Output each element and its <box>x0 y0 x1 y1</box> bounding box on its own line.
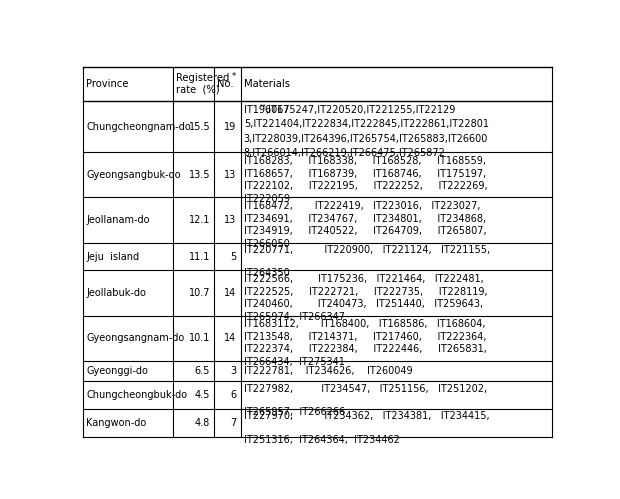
Text: IT222781,    IT234626,    IT260049: IT222781, IT234626, IT260049 <box>244 366 412 376</box>
Text: Jeju  island: Jeju island <box>86 251 140 261</box>
Text: IT196067: IT196067 <box>244 105 290 115</box>
Text: Gyeonggi-do: Gyeonggi-do <box>86 366 148 376</box>
Text: Jeollanam-do: Jeollanam-do <box>86 215 149 225</box>
Text: **: ** <box>260 103 266 109</box>
Text: IT227970,          IT234362,   IT234381,   IT234415,: IT227970, IT234362, IT234381, IT234415, <box>244 412 489 422</box>
Text: ,IT175247,IT220520,IT221255,IT22129: ,IT175247,IT220520,IT221255,IT22129 <box>265 105 456 115</box>
Text: Kangwon-do: Kangwon-do <box>86 418 146 428</box>
Text: IT234919,     IT240522,     IT264709,     IT265807,: IT234919, IT240522, IT264709, IT265807, <box>244 227 486 237</box>
Text: 14: 14 <box>224 288 237 298</box>
Text: Chungcheongnam-do: Chungcheongnam-do <box>86 121 191 132</box>
Text: IT227982,         IT234547,   IT251156,   IT251202,: IT227982, IT234547, IT251156, IT251202, <box>244 384 487 394</box>
Text: No.: No. <box>218 79 234 89</box>
Text: 13.5: 13.5 <box>188 170 210 180</box>
Text: IT266434,  IT275341: IT266434, IT275341 <box>244 357 345 367</box>
Text: 6: 6 <box>231 390 237 400</box>
Text: 14: 14 <box>224 333 237 343</box>
Text: 5,IT221404,IT222834,IT222845,IT222861,IT22801: 5,IT221404,IT222834,IT222845,IT222861,IT… <box>244 119 489 129</box>
Text: IT1683112,       IT168400,   IT168586,   IT168604,: IT1683112, IT168400, IT168586, IT168604, <box>244 319 485 329</box>
Text: 7: 7 <box>230 418 237 428</box>
Text: IT220771,          IT220900,   IT221124,   IT221155,: IT220771, IT220900, IT221124, IT221155, <box>244 245 490 255</box>
Text: 12.1: 12.1 <box>188 215 210 225</box>
Text: 4.8: 4.8 <box>195 418 210 428</box>
Text: IT222059: IT222059 <box>244 194 290 204</box>
Text: 11.1: 11.1 <box>188 251 210 261</box>
Text: IT222525,     IT222721,     IT222735,     IT228119,: IT222525, IT222721, IT222735, IT228119, <box>244 287 487 297</box>
Text: IT265957,  IT266266: IT265957, IT266266 <box>244 407 345 417</box>
Text: IT264350: IT264350 <box>244 268 290 278</box>
Text: IT251316,  IT264364,  IT234462: IT251316, IT264364, IT234462 <box>244 435 400 445</box>
Text: IT168657,     IT168739,     IT168746,     IT175197,: IT168657, IT168739, IT168746, IT175197, <box>244 169 486 179</box>
Text: 5: 5 <box>230 251 237 261</box>
Text: Province: Province <box>86 79 128 89</box>
Text: IT240460,        IT240473,   IT251440,   IT259643,: IT240460, IT240473, IT251440, IT259643, <box>244 299 483 309</box>
Text: IT222374,     IT222384,     IT222446,     IT265831,: IT222374, IT222384, IT222446, IT265831, <box>244 344 487 354</box>
Text: IT213548,     IT214371,     IT217460,     IT222364,: IT213548, IT214371, IT217460, IT222364, <box>244 332 486 342</box>
Text: 10.1: 10.1 <box>188 333 210 343</box>
Text: 15.5: 15.5 <box>188 121 210 132</box>
Text: IT168472,       IT222419,   IT223016,   IT223027,: IT168472, IT222419, IT223016, IT223027, <box>244 201 480 211</box>
Text: 3,IT228039,IT264396,IT265754,IT265883,IT26600: 3,IT228039,IT264396,IT265754,IT265883,IT… <box>244 134 488 144</box>
Text: IT265974,  IT266347: IT265974, IT266347 <box>244 312 345 322</box>
Text: 13: 13 <box>224 170 237 180</box>
Text: 3: 3 <box>231 366 237 376</box>
Text: IT266050: IT266050 <box>244 239 290 249</box>
Text: IT222566,        IT175236,   IT221464,   IT222481,: IT222566, IT175236, IT221464, IT222481, <box>244 274 484 284</box>
Text: 8,IT266014,IT266219,IT266475,IT265872: 8,IT266014,IT266219,IT266475,IT265872 <box>244 148 446 158</box>
Text: IT222102,     IT222195,     IT222252,     IT222269,: IT222102, IT222195, IT222252, IT222269, <box>244 181 487 191</box>
Text: rate  (%): rate (%) <box>175 85 219 95</box>
Text: 19: 19 <box>224 121 237 132</box>
Text: Gyeongsangnam-do: Gyeongsangnam-do <box>86 333 184 343</box>
Text: 10.7: 10.7 <box>188 288 210 298</box>
Text: IT234691,     IT234767,     IT234801,     IT234868,: IT234691, IT234767, IT234801, IT234868, <box>244 214 486 224</box>
Text: Chungcheongbuk-do: Chungcheongbuk-do <box>86 390 187 400</box>
Text: Gyeongsangbuk-do: Gyeongsangbuk-do <box>86 170 181 180</box>
Text: Registered: Registered <box>175 73 229 83</box>
Text: Jeollabuk-do: Jeollabuk-do <box>86 288 146 298</box>
Text: 4.5: 4.5 <box>195 390 210 400</box>
Text: 6.5: 6.5 <box>195 366 210 376</box>
Text: IT168283,     IT168338,     IT168528,     IT168559,: IT168283, IT168338, IT168528, IT168559, <box>244 156 485 166</box>
Text: *: * <box>232 72 236 81</box>
Text: Materials: Materials <box>244 79 290 89</box>
Text: 13: 13 <box>224 215 237 225</box>
